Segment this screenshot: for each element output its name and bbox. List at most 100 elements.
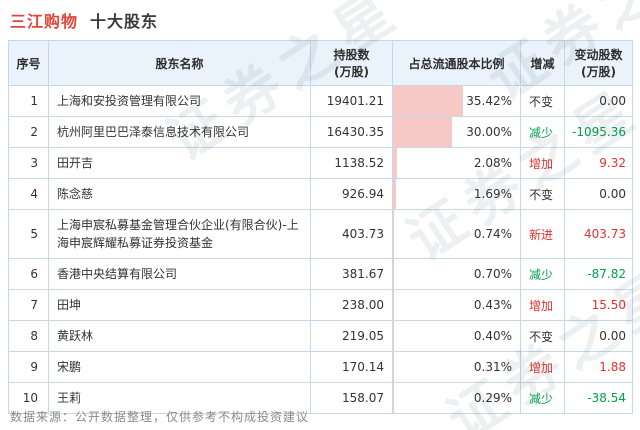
title-suffix: 十大股东: [90, 12, 159, 31]
table-row: 1 上海和安投资管理有限公司 19401.21 35.42% 不变 0.00: [8, 85, 633, 117]
delta-cell: -87.82: [564, 258, 633, 290]
percent-value: 1.69%: [473, 187, 512, 201]
shareholders-table: 序号 股东名称 持股数 (万股) 占总流通股本比例 增减 变动股数 (万股) 1…: [8, 40, 633, 414]
shares-cell: 381.67: [310, 258, 393, 290]
change-cell: 增加: [520, 289, 565, 321]
percent-value: 0.31%: [473, 360, 512, 374]
header-shareholder-name: 股东名称: [48, 40, 311, 86]
percent-cell: 0.43%: [392, 289, 521, 321]
percent-bar: [393, 117, 453, 147]
percent-cell: 0.29%: [392, 382, 521, 414]
delta-cell: 403.73: [564, 209, 633, 259]
stock-name: 三江购物: [10, 12, 79, 31]
table-row: 9 宋鹏 170.14 0.31% 增加 1.88: [8, 351, 633, 383]
percent-bar: [393, 290, 394, 320]
data-source-note: 数据来源：公开数据整理，仅供参考不构成投资建议: [10, 410, 310, 424]
shareholder-name-cell: 田坤: [48, 289, 311, 321]
percent-cell: 0.31%: [392, 351, 521, 383]
table-row: 7 田坤 238.00 0.43% 增加 15.50: [8, 289, 633, 321]
percent-value: 2.08%: [473, 156, 512, 170]
percent-value: 0.43%: [473, 298, 512, 312]
table-body: 1 上海和安投资管理有限公司 19401.21 35.42% 不变 0.00 2 杭州阿里巴巴…: [8, 85, 633, 414]
change-cell: 增加: [520, 147, 565, 179]
percent-bar: [393, 352, 394, 382]
shareholder-name-cell: 上海申宸私募基金管理合伙企业(有限合伙)-上海申宸辉耀私募证券投资基金: [48, 209, 311, 259]
percent-cell: 35.42%: [392, 85, 521, 117]
rank-cell: 6: [8, 258, 49, 290]
delta-cell: 1.88: [564, 351, 633, 383]
shares-cell: 16430.35: [310, 116, 393, 148]
shareholder-name-cell: 田开吉: [48, 147, 311, 179]
shareholder-name-cell: 王莉: [48, 382, 311, 414]
shares-cell: 170.14: [310, 351, 393, 383]
change-cell: 不变: [520, 178, 565, 210]
table-row: 6 香港中央结算有限公司 381.67 0.70% 减少 -87.82: [8, 258, 633, 290]
shares-cell: 158.07: [310, 382, 393, 414]
shares-cell: 19401.21: [310, 85, 393, 117]
delta-cell: 9.32: [564, 147, 633, 179]
shares-cell: 926.94: [310, 178, 393, 210]
page-title: 三江购物 十大股东: [10, 8, 158, 32]
shareholder-name-cell: 宋鹏: [48, 351, 311, 383]
percent-bar: [393, 259, 395, 289]
header-delta: 变动股数 (万股): [564, 40, 633, 86]
delta-cell: -1095.36: [564, 116, 633, 148]
shareholder-name-cell: 上海和安投资管理有限公司: [48, 85, 311, 117]
shares-cell: 238.00: [310, 289, 393, 321]
rank-cell: 9: [8, 351, 49, 383]
percent-value: 0.40%: [473, 329, 512, 343]
shareholder-name-cell: 黄跃林: [48, 320, 311, 352]
header-change: 增减: [520, 40, 565, 86]
percent-value: 30.00%: [466, 125, 512, 139]
change-cell: 减少: [520, 116, 565, 148]
rank-cell: 10: [8, 382, 49, 414]
shares-cell: 219.05: [310, 320, 393, 352]
shareholder-name-cell: 杭州阿里巴巴泽泰信息技术有限公司: [48, 116, 311, 148]
rank-cell: 7: [8, 289, 49, 321]
change-cell: 减少: [520, 382, 565, 414]
percent-cell: 0.74%: [392, 209, 521, 259]
table-header: 序号 股东名称 持股数 (万股) 占总流通股本比例 增减 变动股数 (万股): [8, 40, 633, 86]
delta-cell: 0.00: [564, 320, 633, 352]
percent-cell: 30.00%: [392, 116, 521, 148]
percent-cell: 0.40%: [392, 320, 521, 352]
rank-cell: 3: [8, 147, 49, 179]
percent-bar: [393, 210, 395, 258]
shareholder-name-cell: 陈念慈: [48, 178, 311, 210]
percent-cell: 2.08%: [392, 147, 521, 179]
rank-cell: 1: [8, 85, 49, 117]
shares-cell: 1138.52: [310, 147, 393, 179]
table-row: 5 上海申宸私募基金管理合伙企业(有限合伙)-上海申宸辉耀私募证券投资基金 403.…: [8, 209, 633, 259]
table-row: 10 王莉 158.07 0.29% 减少 -38.54: [8, 382, 633, 414]
table-row: 2 杭州阿里巴巴泽泰信息技术有限公司 16430.35 30.00% 减少 -1095.3…: [8, 116, 633, 148]
change-cell: 不变: [520, 320, 565, 352]
header-percent: 占总流通股本比例: [392, 40, 521, 86]
table-row: 3 田开吉 1138.52 2.08% 增加 9.32: [8, 147, 633, 179]
percent-cell: 1.69%: [392, 178, 521, 210]
percent-bar: [393, 148, 398, 178]
percent-bar: [393, 321, 394, 351]
change-cell: 增加: [520, 351, 565, 383]
table-row: 4 陈念慈 926.94 1.69% 不变 0.00: [8, 178, 633, 210]
percent-value: 0.74%: [473, 227, 512, 241]
percent-value: 0.29%: [473, 391, 512, 405]
percent-bar: [393, 383, 394, 413]
delta-cell: 0.00: [564, 178, 633, 210]
shares-cell: 403.73: [310, 209, 393, 259]
delta-cell: 0.00: [564, 85, 633, 117]
shareholder-name-cell: 香港中央结算有限公司: [48, 258, 311, 290]
percent-cell: 0.70%: [392, 258, 521, 290]
change-cell: 减少: [520, 258, 565, 290]
header-row: 序号 股东名称 持股数 (万股) 占总流通股本比例 增减 变动股数 (万股): [8, 40, 633, 86]
rank-cell: 4: [8, 178, 49, 210]
header-rank: 序号: [8, 40, 49, 86]
header-shares: 持股数 (万股): [310, 40, 393, 86]
change-cell: 新进: [520, 209, 565, 259]
rank-cell: 5: [8, 209, 49, 259]
percent-value: 0.70%: [473, 267, 512, 281]
table-row: 8 黄跃林 219.05 0.40% 不变 0.00: [8, 320, 633, 352]
change-cell: 不变: [520, 85, 565, 117]
delta-cell: 15.50: [564, 289, 633, 321]
percent-value: 35.42%: [466, 94, 512, 108]
